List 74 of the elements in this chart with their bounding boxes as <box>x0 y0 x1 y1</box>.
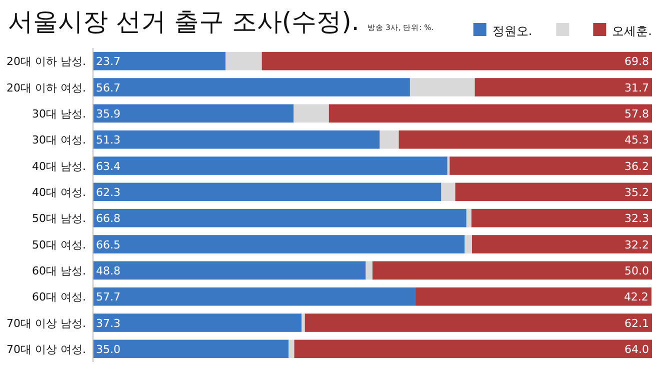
bar <box>474 78 652 96</box>
bar <box>93 261 366 280</box>
bar <box>93 340 289 358</box>
bar <box>471 208 652 228</box>
y-tick-label: 70대 이상 남성. <box>6 316 86 330</box>
bar <box>93 156 448 175</box>
bar <box>93 314 302 332</box>
bar <box>450 156 652 175</box>
legend-label: 정원오. <box>492 24 532 38</box>
y-tick-label: 40대 여성. <box>32 186 86 199</box>
data-label: 57.8 <box>624 107 649 120</box>
bar <box>366 261 372 280</box>
bar <box>304 314 652 332</box>
data-label: 57.7 <box>96 290 120 304</box>
bar <box>380 130 399 149</box>
data-label: 35.0 <box>96 342 120 356</box>
bar <box>93 130 380 149</box>
bar <box>416 287 652 306</box>
data-label: 32.2 <box>624 238 649 252</box>
data-label: 48.8 <box>96 264 120 278</box>
y-tick-label: 60대 남성. <box>32 264 86 278</box>
y-tick-label: 30대 여성. <box>32 134 86 147</box>
y-tick-label: 70대 이상 여성. <box>6 342 86 356</box>
bar <box>466 208 472 228</box>
bar <box>472 235 652 254</box>
bar <box>93 208 466 228</box>
bar <box>93 182 442 202</box>
y-tick-label: 50대 남성. <box>32 212 86 226</box>
data-label: 66.5 <box>96 238 120 252</box>
data-label: 42.2 <box>624 290 648 304</box>
data-label: 64.0 <box>624 342 649 356</box>
y-tick-label: 30대 남성. <box>32 107 86 120</box>
bar <box>93 78 410 96</box>
y-tick-label: 60대 여성. <box>32 290 86 304</box>
bar <box>328 104 652 123</box>
bar <box>294 340 652 358</box>
data-label: 63.4 <box>96 160 120 173</box>
bar <box>93 104 294 123</box>
data-label: 69.8 <box>624 55 649 68</box>
bar <box>93 52 226 70</box>
data-label: 56.7 <box>96 81 120 94</box>
data-label: 45.3 <box>624 134 649 147</box>
bar <box>447 156 450 175</box>
bar <box>262 52 652 70</box>
data-label: 36.2 <box>624 160 649 173</box>
bar <box>93 287 416 306</box>
data-label: 31.7 <box>624 81 649 94</box>
data-label: 51.3 <box>96 134 120 147</box>
bar <box>455 182 652 202</box>
data-label: 35.2 <box>624 186 649 199</box>
y-tick-label: 20대 이하 여성. <box>6 81 86 94</box>
data-label: 32.3 <box>624 212 649 226</box>
data-label: 62.3 <box>96 186 120 199</box>
bar <box>464 235 472 254</box>
bar <box>410 78 475 96</box>
data-label: 35.9 <box>96 107 120 120</box>
data-label: 23.7 <box>96 55 120 68</box>
bar <box>93 235 465 254</box>
y-tick-label: 20대 이하 남성. <box>6 55 86 68</box>
legend-label: 오세훈. <box>612 24 652 38</box>
y-tick-label: 50대 여성. <box>32 238 86 252</box>
bar <box>398 130 652 149</box>
bar <box>288 340 294 358</box>
bar <box>441 182 456 202</box>
data-label: 37.3 <box>96 316 120 330</box>
y-tick-label: 40대 남성. <box>32 160 86 173</box>
data-label: 62.1 <box>624 316 649 330</box>
bar <box>372 261 652 280</box>
bar <box>302 314 305 332</box>
data-label: 66.8 <box>96 212 120 226</box>
chart-title: 서울시장 선거 출구 조사(수정). <box>8 7 360 36</box>
bar <box>225 52 262 70</box>
bar <box>294 104 329 123</box>
data-label: 50.0 <box>624 264 649 278</box>
